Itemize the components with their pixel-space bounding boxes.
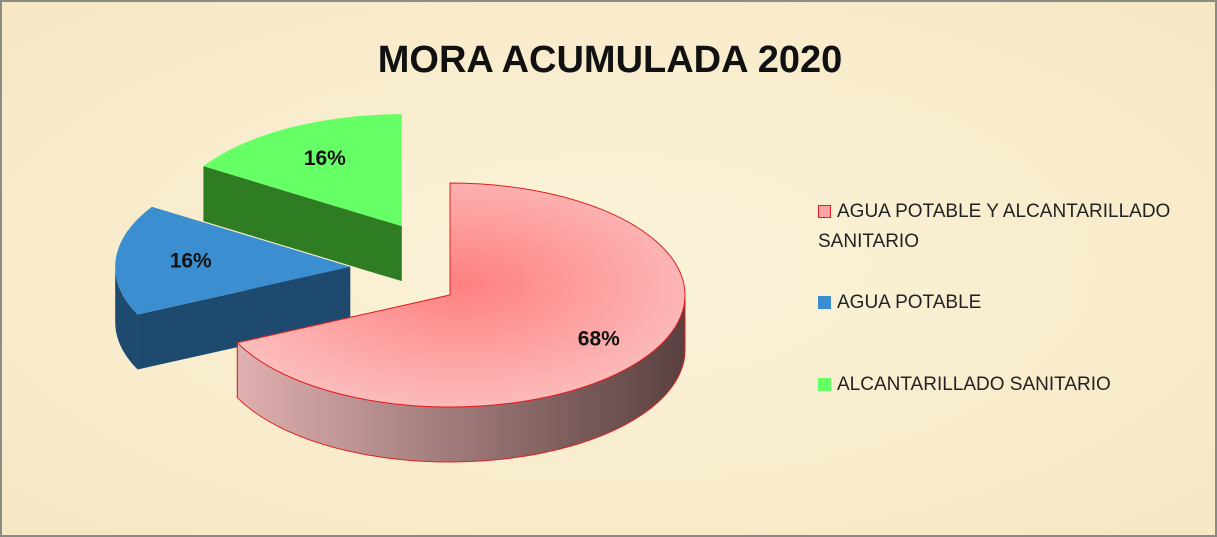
legend-swatch	[818, 205, 831, 218]
legend-label: AGUA POTABLE Y ALCANTARILLADO SANITARIO	[818, 201, 1171, 252]
slice-wall	[203, 166, 402, 282]
pie-slice	[236, 182, 686, 408]
pie-slice	[115, 206, 351, 315]
data-label: 16%	[170, 250, 212, 273]
data-label: 68%	[578, 328, 620, 351]
legend-swatch	[818, 296, 831, 309]
legend-label: ALCANTARILLADO SANITARIO	[837, 374, 1111, 395]
legend-item: AGUA POTABLE Y ALCANTARILLADO SANITARIO	[818, 197, 1208, 257]
data-label: 16%	[304, 147, 346, 170]
legend-label: AGUA POTABLE	[837, 292, 982, 313]
chart-title: MORA ACUMULADA 2020	[378, 39, 842, 81]
legend-item: ALCANTARILLADO SANITARIO	[818, 370, 1208, 400]
slice-side	[115, 266, 138, 370]
legend-item: AGUA POTABLE	[818, 288, 1208, 318]
pie-slice	[203, 114, 402, 227]
legend-swatch	[818, 378, 831, 391]
